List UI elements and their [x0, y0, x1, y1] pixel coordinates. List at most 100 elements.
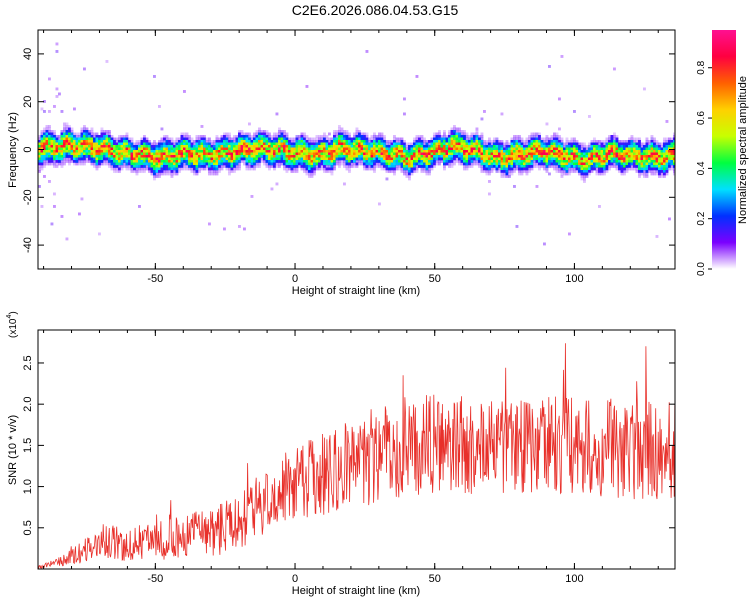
heatmap-cell — [350, 160, 354, 163]
heatmap-cell — [123, 150, 126, 153]
heatmap-cell — [568, 147, 571, 151]
heatmap-cell — [335, 160, 339, 163]
heatmap-cell — [635, 145, 639, 148]
heatmap-cell — [573, 137, 576, 141]
heatmap-cell — [633, 162, 636, 166]
heatmap-cell — [228, 135, 231, 138]
heatmap-cell — [463, 157, 466, 161]
heatmap-cell — [220, 157, 224, 161]
heatmap-cell — [188, 135, 191, 138]
heatmap-cell — [423, 145, 426, 148]
heatmap-cell — [165, 165, 169, 168]
heatmap-cell — [305, 167, 309, 171]
heatmap-cell — [458, 157, 461, 161]
heatmap-cell — [45, 155, 49, 158]
heatmap-cell — [343, 152, 346, 156]
heatmap-cell — [273, 145, 276, 148]
heatmap-cell — [293, 140, 296, 143]
heatmap-cell — [660, 167, 664, 171]
heatmap-cell — [143, 147, 146, 151]
heatmap-cell — [550, 165, 554, 168]
heatmap-cell — [475, 142, 479, 146]
heatmap-cell — [628, 155, 631, 158]
heatmap-cell — [398, 155, 401, 158]
heatmap-cell — [318, 160, 321, 163]
heatmap-cell — [593, 162, 596, 166]
heatmap-cell — [215, 160, 219, 163]
heatmap-cell — [225, 150, 229, 153]
heatmap-cell — [285, 162, 289, 166]
heatmap-cell — [363, 142, 366, 146]
heatmap-cell — [635, 150, 639, 153]
heatmap-cell — [205, 165, 209, 168]
heatmap-cell — [200, 145, 204, 148]
heatmap-cell — [250, 160, 254, 163]
heatmap-cell — [58, 135, 61, 138]
heatmap-cell — [420, 165, 424, 168]
heatmap-cell — [198, 145, 201, 148]
heatmap-cell — [365, 132, 369, 136]
heatmap-cell — [200, 162, 204, 166]
heatmap-cell — [75, 147, 79, 151]
heatmap-cell — [475, 137, 479, 141]
heatmap-cell — [308, 137, 311, 141]
heatmap-cell — [220, 137, 224, 141]
heatmap-cell — [375, 162, 379, 166]
heatmap-cell — [653, 157, 656, 161]
heatmap-cell — [168, 162, 171, 166]
heatmap-cell — [565, 157, 569, 161]
heatmap-cell — [618, 145, 621, 148]
top-y-axis-label: Frequency (Hz) — [7, 112, 19, 188]
heatmap-cell — [80, 135, 84, 138]
heatmap-cell — [280, 160, 284, 163]
heatmap-cell — [658, 167, 661, 171]
heatmap-cell — [288, 160, 291, 163]
heatmap-cell — [220, 165, 224, 168]
heatmap-cell — [248, 137, 251, 141]
heatmap-cell — [278, 150, 281, 153]
heatmap-cell — [190, 142, 194, 146]
heatmap-cell — [405, 152, 409, 156]
heatmap-cell — [358, 155, 361, 158]
heatmap-cell — [323, 150, 326, 153]
heatmap-cell — [458, 152, 461, 156]
heatmap-cell — [308, 152, 311, 156]
heatmap-cell — [303, 147, 306, 151]
heatmap-cell — [80, 155, 84, 158]
heatmap-cell — [655, 140, 659, 143]
heatmap-cell — [90, 155, 94, 158]
heatmap-cell — [668, 152, 671, 156]
heatmap-cell — [413, 150, 416, 153]
heatmap-cell — [93, 145, 96, 148]
heatmap-cell — [283, 140, 286, 143]
heatmap-cell — [475, 160, 479, 163]
heatmap-cell — [165, 167, 169, 171]
heatmap-cell — [435, 142, 439, 146]
heatmap-cell — [598, 160, 601, 163]
heatmap-cell — [220, 155, 224, 158]
heatmap-cell — [120, 140, 124, 143]
heatmap-cell — [573, 142, 576, 146]
heatmap-cell — [395, 145, 399, 148]
heatmap-cell — [650, 162, 654, 166]
heatmap-cell — [100, 140, 104, 143]
heatmap-cell — [268, 150, 271, 153]
heatmap-cell — [275, 165, 279, 168]
heatmap-cell — [463, 155, 466, 158]
heatmap-cell — [390, 157, 394, 161]
heatmap-cell — [593, 145, 596, 148]
heatmap-cell — [48, 110, 51, 113]
heatmap-cell — [325, 155, 329, 158]
heatmap-cell — [260, 142, 264, 146]
heatmap-cell — [263, 135, 266, 138]
heatmap-cell — [600, 165, 604, 168]
heatmap-cell — [210, 145, 214, 148]
heatmap-cell — [343, 182, 346, 186]
heatmap-cell — [480, 137, 484, 141]
heatmap-cell — [548, 147, 551, 151]
heatmap-cell — [335, 147, 339, 151]
heatmap-cell — [553, 165, 556, 168]
heatmap-cell — [295, 170, 299, 173]
heatmap-cell — [385, 140, 389, 143]
heatmap-cell — [118, 135, 121, 138]
